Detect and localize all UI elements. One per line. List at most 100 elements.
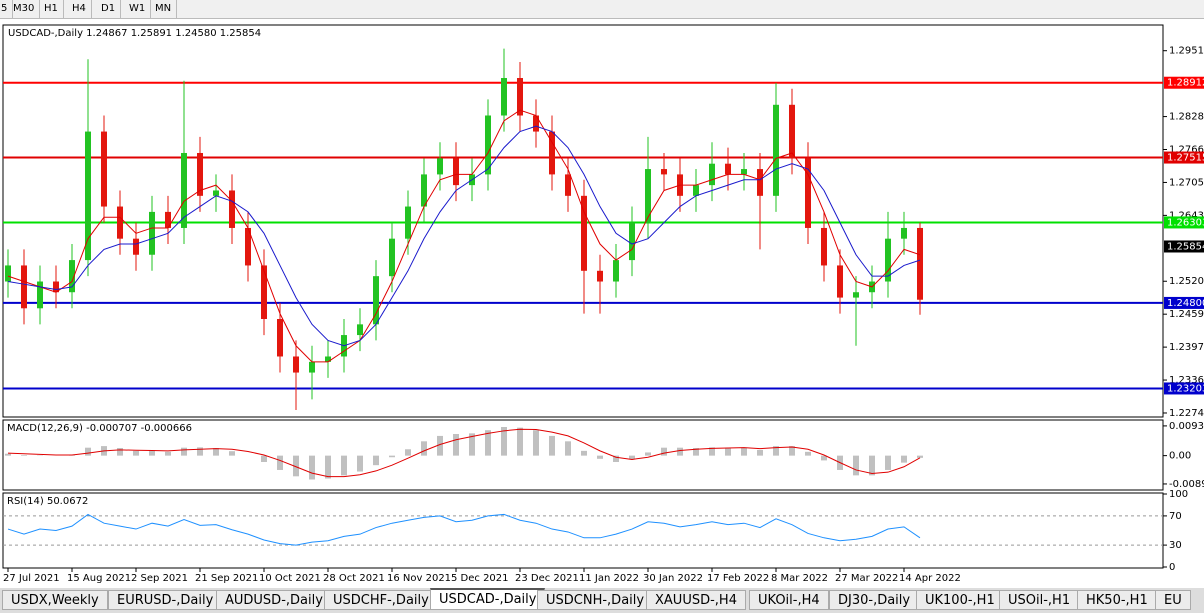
macd-bar <box>229 451 235 456</box>
candle-body <box>757 169 763 196</box>
candle-body <box>85 131 91 261</box>
macd-bar <box>725 447 731 456</box>
macd-bar <box>389 455 395 458</box>
macd-bar <box>277 455 283 470</box>
level-tag-label: 1.27515 <box>1167 153 1204 164</box>
candle-body <box>661 169 667 175</box>
macd-bar <box>565 441 571 456</box>
macd-bar <box>405 449 411 456</box>
timeframe-button[interactable]: H4 <box>67 0 92 18</box>
macd-bar <box>693 448 699 456</box>
rsi-line <box>7 513 921 546</box>
tab[interactable]: USOil-,H1 <box>999 590 1080 610</box>
candle-body <box>101 131 107 207</box>
candle-body <box>149 211 155 255</box>
x-tick-label: 2 Sep 2021 <box>131 573 188 584</box>
macd-bar <box>357 455 363 472</box>
macd-title: MACD(12,26,9) -0.000707 -0.000666 <box>7 423 192 434</box>
tab[interactable]: USDCNH-,Daily <box>537 590 654 610</box>
tab[interactable]: EU <box>1155 590 1191 610</box>
y-tick-label: 1.22745 <box>1169 408 1204 419</box>
candle-body <box>613 260 619 282</box>
macd-bar <box>469 433 475 456</box>
x-tick-label: 14 Apr 2022 <box>899 573 961 584</box>
tab-active[interactable]: USDCAD-,Daily <box>430 588 546 610</box>
x-tick-label: 17 Feb 2022 <box>707 573 769 584</box>
macd-bar <box>309 455 315 480</box>
candle-body <box>357 324 363 336</box>
toolbar: 5 M30 H1 H4 D1 W1 MN <box>0 0 1204 19</box>
timeframe-button[interactable]: W1 <box>124 0 152 18</box>
timeframe-button[interactable]: MN <box>150 0 178 18</box>
macd-bar <box>709 447 715 456</box>
candle-body <box>21 265 27 309</box>
level-tag-label: 1.24800 <box>1167 298 1204 309</box>
timeframe-button[interactable]: 5 <box>0 0 14 18</box>
rsi-title: RSI(14) 50.0672 <box>7 496 88 507</box>
tab[interactable]: UK100-,H1 <box>916 590 1004 610</box>
candle-body <box>405 206 411 239</box>
candle-body <box>197 152 203 196</box>
tab-bar: USDX,Weekly EURUSD-,Daily AUDUSD-,Daily … <box>0 588 1204 613</box>
candle-body <box>69 260 75 293</box>
candle-body <box>773 104 779 196</box>
macd-bar <box>213 448 219 456</box>
x-tick-label: 27 Mar 2022 <box>835 573 898 584</box>
candle-body <box>5 265 11 282</box>
candle-body <box>837 265 843 298</box>
tab[interactable]: USDCHF-,Daily <box>324 590 438 610</box>
tab[interactable]: AUDUSD-,Daily <box>216 590 332 610</box>
macd-bar <box>181 447 187 456</box>
y-tick-label: 1.27665 <box>1169 145 1204 156</box>
tab[interactable]: DJ30-,Daily <box>829 590 920 610</box>
macd-bar <box>581 450 587 456</box>
macd-bar <box>453 434 459 456</box>
tab[interactable]: EURUSD-,Daily <box>108 590 223 610</box>
macd-bar <box>789 446 795 456</box>
candle-body <box>437 158 443 175</box>
moving-average <box>7 125 921 347</box>
candle-body <box>501 78 507 116</box>
y-tick-label: 1.27050 <box>1169 177 1204 188</box>
tab[interactable]: XAUUSD-,H4 <box>646 590 746 610</box>
y-tick-label: 1.26435 <box>1169 210 1204 221</box>
macd-bar <box>5 453 11 456</box>
candle-body <box>565 174 571 196</box>
level-tag-label: 1.26303 <box>1167 217 1204 228</box>
x-tick-label: 16 Nov 2021 <box>387 573 451 584</box>
y-tick-label: 70 <box>1169 511 1182 522</box>
candle-body <box>693 185 699 196</box>
candle-body <box>485 115 491 175</box>
level-tag-label: 1.23203 <box>1167 383 1204 394</box>
timeframe-button[interactable]: H1 <box>39 0 64 18</box>
candle-body <box>53 281 59 293</box>
x-tick-label: 11 Jan 2022 <box>579 573 639 584</box>
macd-bar <box>21 455 27 456</box>
y-tick-label: 100 <box>1169 489 1188 500</box>
macd-bar <box>597 455 603 459</box>
candle-body <box>885 238 891 282</box>
timeframe-button[interactable]: M30 <box>8 0 41 18</box>
y-tick-label: 30 <box>1169 540 1182 551</box>
timeframe-button[interactable]: D1 <box>96 0 122 18</box>
macd-bar <box>421 441 427 456</box>
y-tick-label: 1.29510 <box>1169 46 1204 57</box>
candle-body <box>389 238 395 277</box>
level-tag <box>1164 296 1204 309</box>
last-price-label: 1.25854 <box>1167 241 1204 252</box>
candle-body <box>421 174 427 207</box>
candle-body <box>517 78 523 116</box>
tab[interactable]: USDX,Weekly <box>2 590 108 610</box>
candle-body <box>325 356 331 362</box>
tab[interactable]: UKOil-,H4 <box>749 590 829 610</box>
x-tick-label: 15 Aug 2021 <box>67 573 131 584</box>
macd-bar <box>773 446 779 456</box>
rsi-panel <box>2 492 1164 569</box>
macd-bar <box>805 451 811 456</box>
x-tick-label: 8 Mar 2022 <box>771 573 828 584</box>
tab[interactable]: HK50-,H1 <box>1077 590 1157 610</box>
candle-body <box>597 270 603 282</box>
macd-bar <box>149 450 155 456</box>
level-tag <box>1164 382 1204 395</box>
